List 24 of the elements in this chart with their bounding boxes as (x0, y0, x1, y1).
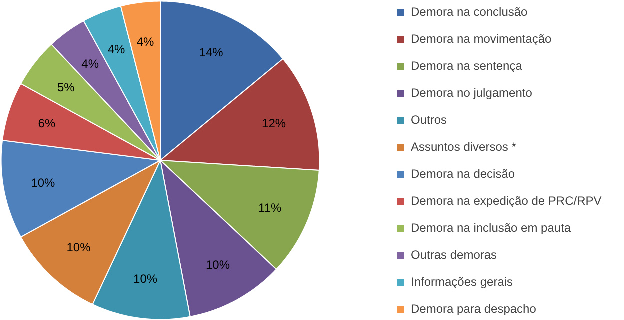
legend-label: Demora na conclusão (411, 5, 528, 19)
legend-label: Outros (411, 113, 448, 127)
data-label: 10% (134, 272, 158, 286)
data-label: 10% (31, 176, 56, 190)
legend-label: Informações gerais (411, 275, 514, 289)
data-label: 5% (57, 80, 76, 94)
legend-label: Demora na inclusão em pauta (411, 221, 572, 235)
legend-label: Demora na decisão (411, 167, 516, 181)
legend-label: Assuntos diversos * (411, 140, 516, 154)
legend-label: Demora na movimentação (411, 32, 552, 46)
legend-label: Demora no julgamento (411, 86, 532, 100)
data-label: 4% (136, 35, 155, 50)
data-label: 6% (38, 116, 56, 131)
legend-label: Demora para despacho (411, 302, 536, 316)
data-label: 10% (206, 258, 230, 272)
legend-label: Demora na sentença (411, 59, 522, 73)
data-label: 11% (258, 200, 282, 215)
legend-label: Demora na expedição de PRC/RPV (411, 194, 602, 208)
data-label: 4% (108, 42, 126, 56)
data-label: 12% (262, 116, 286, 131)
legend-label: Outras demoras (411, 248, 498, 262)
data-label: 14% (199, 45, 224, 60)
data-label: 4% (82, 56, 100, 71)
data-label: 10% (66, 240, 92, 255)
